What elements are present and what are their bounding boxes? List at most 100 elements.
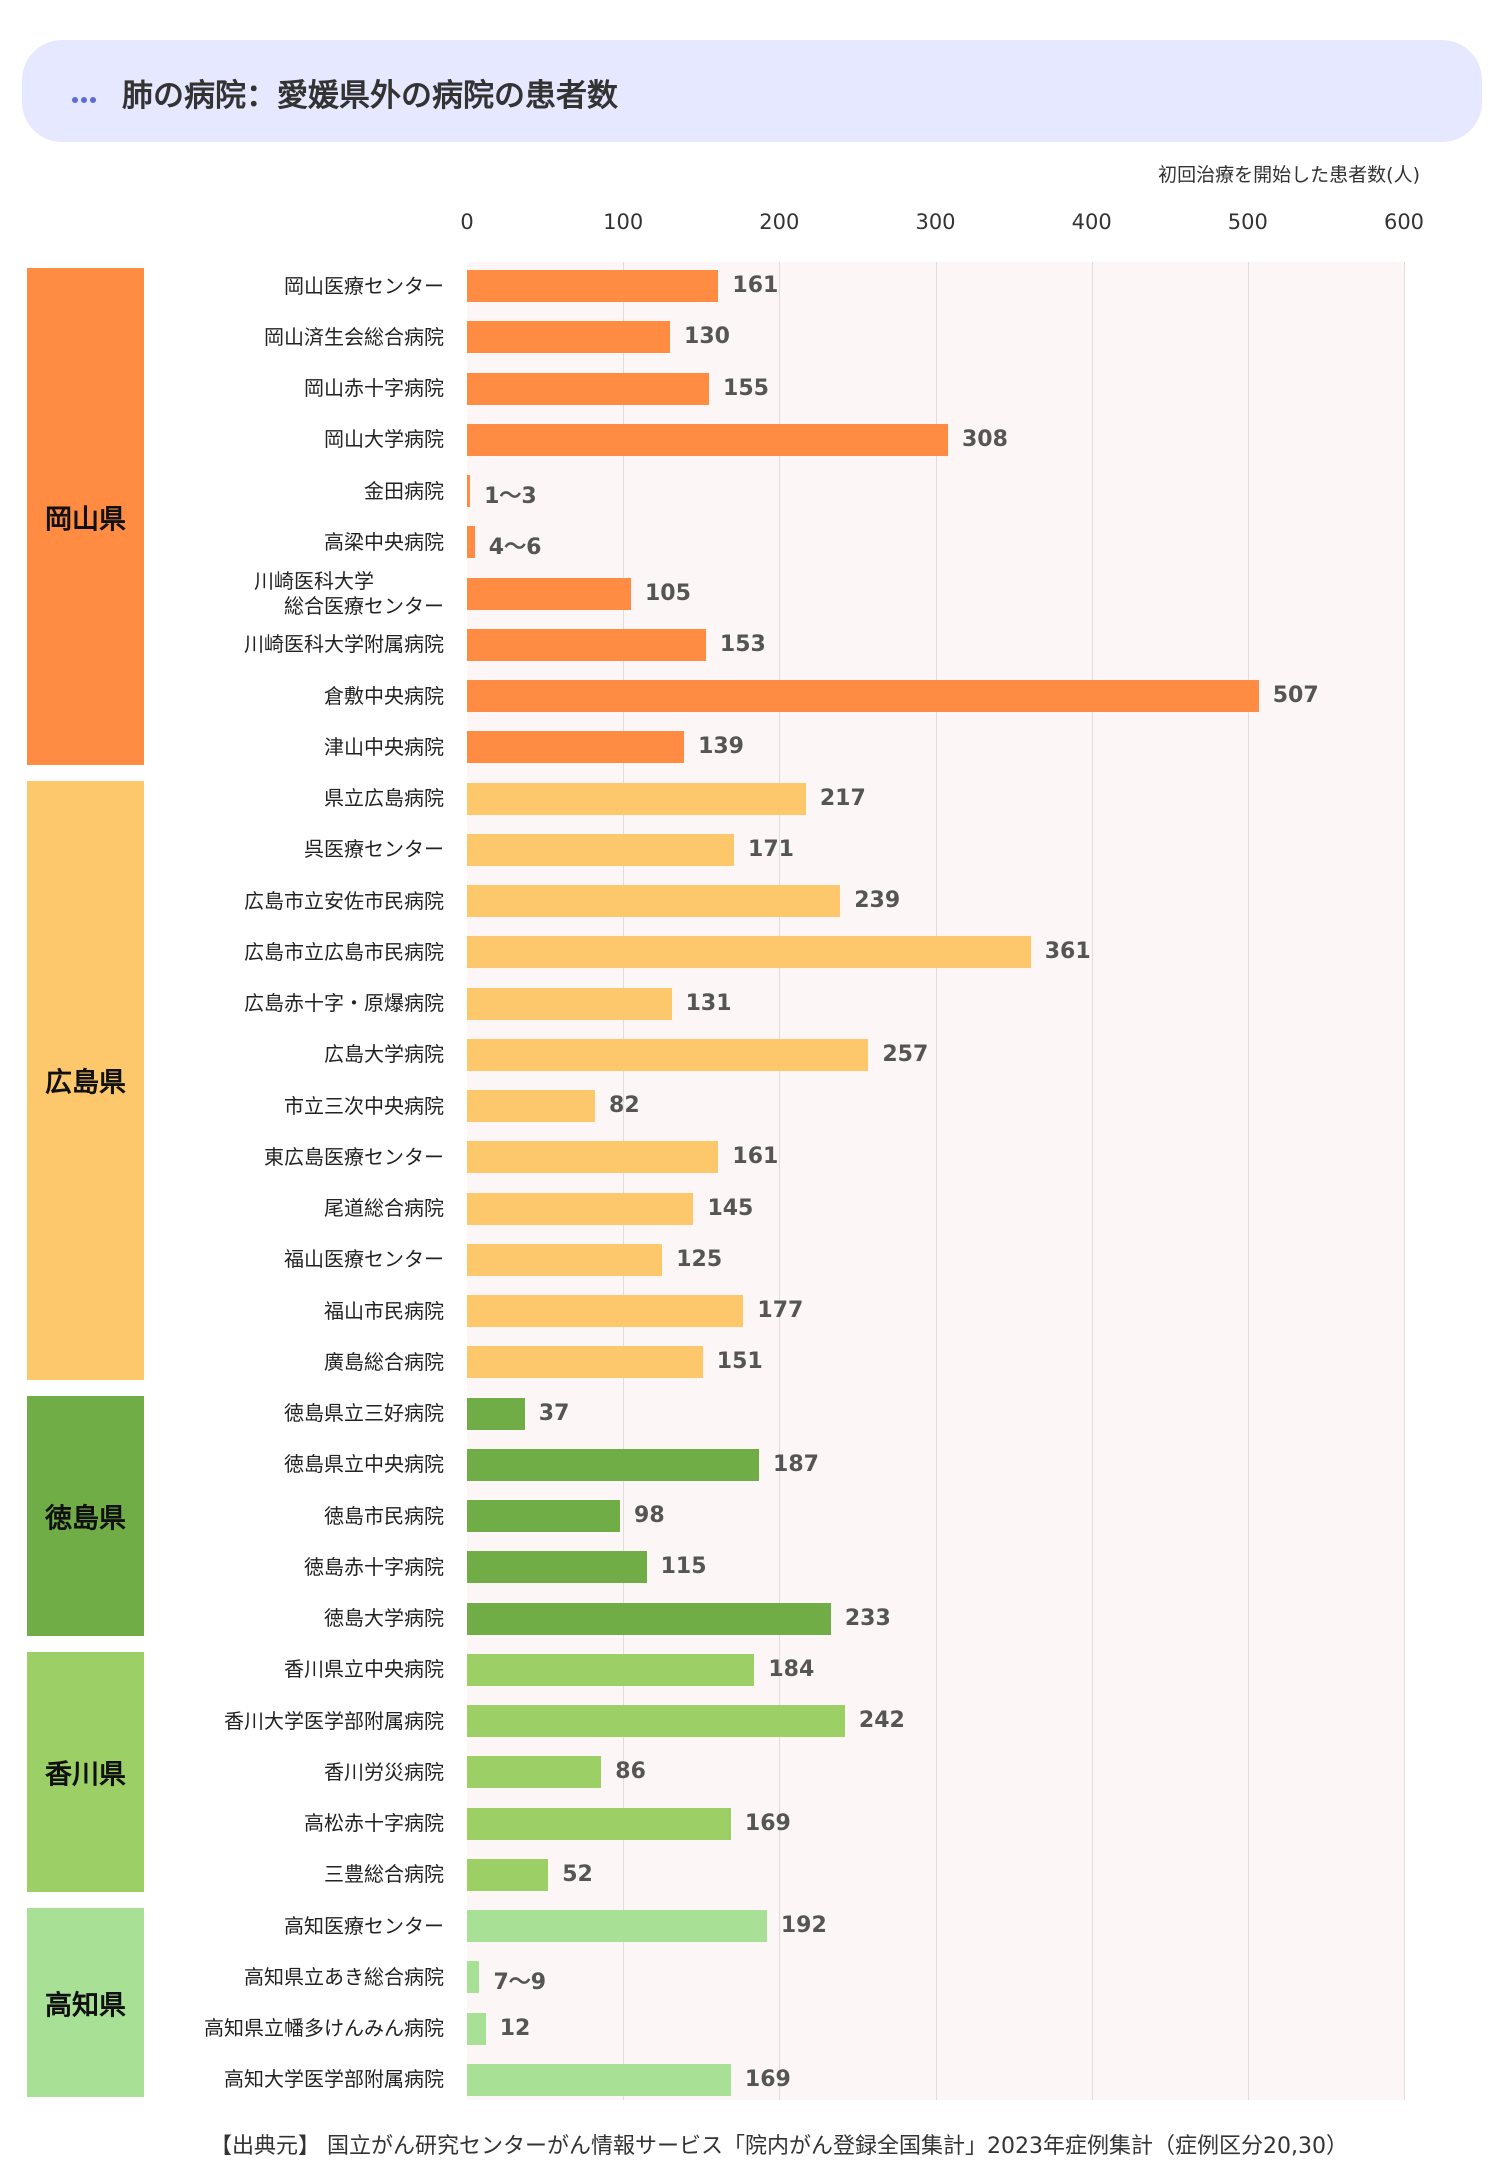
bar [467, 1346, 703, 1379]
category-label: 川崎医科大学附属病院 [244, 632, 444, 657]
data-label: 125 [676, 1246, 723, 1272]
bar [467, 475, 471, 507]
data-label: 82 [609, 1093, 640, 1118]
gridline [623, 262, 625, 2100]
x-tick-label: 600 [1383, 210, 1425, 234]
category-label: 高知大学医学部附属病院 [224, 2067, 444, 2092]
data-label: 4〜6 [488, 535, 542, 561]
data-label: 1〜3 [484, 484, 537, 509]
data-label: 239 [854, 888, 901, 913]
source-note: 【出典元】 国立がん研究センターがん情報サービス「院内がん登録全国集計」2023… [210, 2134, 1348, 2159]
data-label: 169 [744, 2066, 791, 2092]
category-label: 岡山大学病院 [324, 427, 444, 452]
data-label: 12 [499, 2015, 531, 2041]
x-tick-label: 300 [915, 210, 956, 234]
data-label: 217 [819, 785, 866, 811]
x-tick-label: 200 [759, 210, 800, 234]
data-label: 242 [858, 1708, 905, 1733]
bar [467, 1243, 663, 1276]
gridline [1247, 262, 1249, 2100]
category-label: 津山中央病院 [324, 734, 444, 759]
axis-unit-label: 初回治療を開始した患者数(人) [1158, 164, 1420, 186]
bar [467, 1397, 525, 1430]
category-label: 徳島大学病院 [324, 1606, 444, 1630]
data-label: 192 [780, 1913, 827, 1938]
more-dots-icon[interactable] [72, 88, 99, 107]
category-label: 香川労災病院 [324, 1759, 444, 1784]
bar [467, 321, 671, 354]
bar [467, 1756, 602, 1789]
category-label: 市立三次中央病院 [284, 1093, 444, 1118]
data-label: 139 [698, 734, 744, 760]
bar [467, 680, 1259, 712]
category-label: 岡山赤十字病院 [304, 376, 444, 400]
gridline [1091, 262, 1093, 2100]
page-title: 肺の病院：愛媛県外の病院の患者数 [122, 78, 618, 114]
data-label: 187 [773, 1451, 819, 1477]
data-label: 184 [768, 1656, 815, 1682]
bar [467, 2012, 486, 2045]
bar [467, 1192, 694, 1225]
bar [467, 628, 706, 661]
category-label: 徳島県立三好病院 [284, 1401, 444, 1425]
group-band: 香川県 [27, 1652, 144, 1893]
data-label: 37 [538, 1400, 570, 1426]
category-label: 東広島医療センター [264, 1144, 444, 1169]
data-label: 177 [757, 1298, 804, 1323]
category-label: 広島大学病院 [324, 1042, 444, 1067]
category-label: 香川県立中央病院 [284, 1657, 444, 1682]
group-band: 高知県 [27, 1908, 144, 2098]
bar [467, 1500, 621, 1532]
category-label: 呉医療センター [304, 837, 444, 862]
bar [467, 731, 685, 764]
data-label: 98 [634, 1503, 665, 1528]
category-label: 高知医療センター [284, 1913, 444, 1938]
data-label: 161 [732, 273, 779, 298]
group-band: 徳島県 [27, 1395, 144, 1637]
bar [467, 1653, 755, 1686]
bar [467, 1961, 480, 1994]
bar [467, 1705, 845, 1737]
group-label: 高知県 [45, 1990, 126, 2022]
bar [467, 782, 806, 815]
bar [467, 936, 1031, 969]
header-banner: 肺の病院：愛媛県外の病院の患者数 [22, 40, 1482, 142]
bar [467, 1295, 744, 1327]
category-label: 倉敷中央病院 [324, 683, 444, 708]
bar [467, 1910, 767, 1942]
group-label: 岡山県 [45, 504, 126, 536]
x-tick-label: 0 [460, 210, 474, 234]
category-label: 尾道総合病院 [324, 1196, 444, 1220]
category-label: 廣島総合病院 [324, 1349, 444, 1374]
category-label: 福山市民病院 [324, 1298, 444, 1323]
data-label: 171 [748, 836, 794, 862]
category-label: 徳島県立中央病院 [284, 1452, 444, 1477]
bar [467, 1448, 760, 1481]
data-label: 507 [1272, 683, 1319, 708]
bar [467, 1807, 731, 1840]
category-label: 川崎医科大学 総合医療センター [254, 568, 444, 618]
group-label: 香川県 [45, 1759, 126, 1791]
data-label: 233 [844, 1605, 891, 1631]
bar [467, 1551, 647, 1584]
category-label: 広島市立広島市民病院 [244, 939, 444, 964]
gridline [1404, 262, 1405, 2100]
data-label: 257 [882, 1041, 929, 1067]
x-tick-label: 100 [603, 210, 644, 234]
x-tick-label: 400 [1071, 210, 1112, 234]
data-label: 115 [660, 1554, 707, 1580]
data-label: 155 [723, 375, 769, 401]
data-label: 130 [684, 324, 730, 350]
gridline [935, 262, 937, 2100]
category-label: 岡山済生会総合病院 [264, 324, 444, 349]
category-label: 高知県立あき総合病院 [244, 1964, 444, 1989]
category-label: 金田病院 [364, 478, 444, 503]
category-label: 岡山医療センター [284, 273, 444, 298]
bar [467, 833, 735, 866]
group-band: 広島県 [27, 780, 144, 1380]
x-tick-label: 500 [1227, 210, 1268, 234]
bar [467, 987, 672, 1020]
data-label: 169 [744, 1810, 791, 1836]
bar [467, 1858, 549, 1891]
category-label: 福山医療センター [284, 1247, 444, 1272]
